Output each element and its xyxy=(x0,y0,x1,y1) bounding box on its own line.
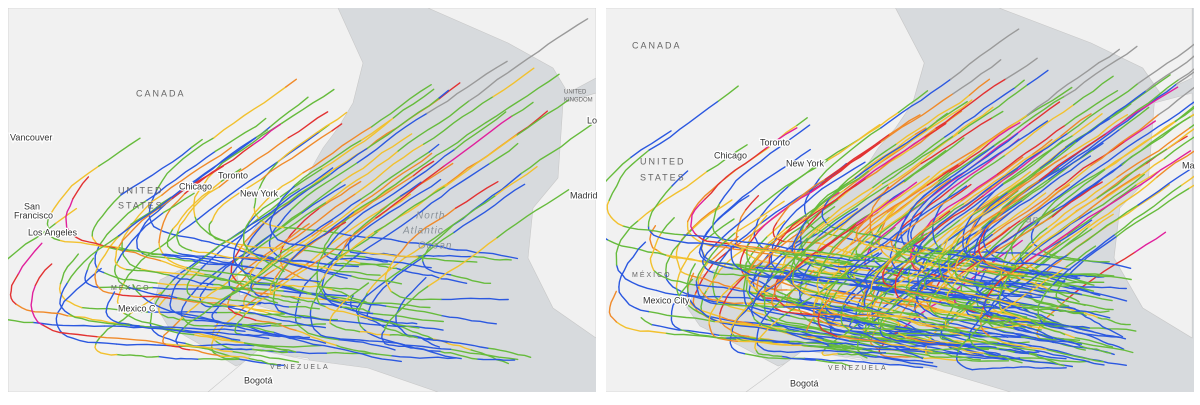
city-label: New York xyxy=(240,188,279,198)
country-label: MÉXICO xyxy=(111,283,151,292)
country-label: STATES xyxy=(118,200,164,210)
country-label: KINGDOM xyxy=(564,98,593,104)
storm-track xyxy=(973,307,1021,308)
city-label: Lo xyxy=(587,115,597,125)
map-right: CANADA UNITED STATES Chicago Toronto New… xyxy=(516,8,1200,392)
country-label: UNITED xyxy=(564,90,587,96)
city-label: Ma xyxy=(1182,160,1195,170)
city-label: Madrid xyxy=(570,190,598,200)
city-label: Chicago xyxy=(179,181,212,191)
city-label: Los Angeles xyxy=(28,227,78,237)
country-label: VENEZUELA xyxy=(828,365,888,372)
country-label: CANADA xyxy=(632,40,682,50)
country-label: MÉXICO xyxy=(632,270,672,279)
city-label: Francisco xyxy=(14,210,53,220)
country-label: VENEZUELA xyxy=(270,364,330,371)
country-label: STATES xyxy=(640,172,686,182)
ocean-label: an xyxy=(1026,215,1039,226)
city-label: Toronto xyxy=(218,170,248,180)
ocean-label: North xyxy=(416,211,445,222)
city-label: Chicago xyxy=(714,150,747,160)
city-label: Bogotá xyxy=(244,375,273,385)
city-label: Mexico C xyxy=(118,303,156,313)
ocean-label: Ocean xyxy=(418,241,452,252)
country-label: UNITED xyxy=(640,156,686,166)
ocean-label: Atlantic xyxy=(402,226,444,237)
city-label: New York xyxy=(786,158,825,168)
country-label: UNITED xyxy=(118,185,164,195)
city-label: Mexico City xyxy=(643,295,690,305)
map-left: CANADA Vancouver UNITED STATES San Franc… xyxy=(0,8,600,392)
city-label: Bogotá xyxy=(790,378,819,388)
city-label: Toronto xyxy=(760,137,790,147)
country-label: CANADA xyxy=(136,88,186,98)
city-label: Vancouver xyxy=(10,132,52,142)
